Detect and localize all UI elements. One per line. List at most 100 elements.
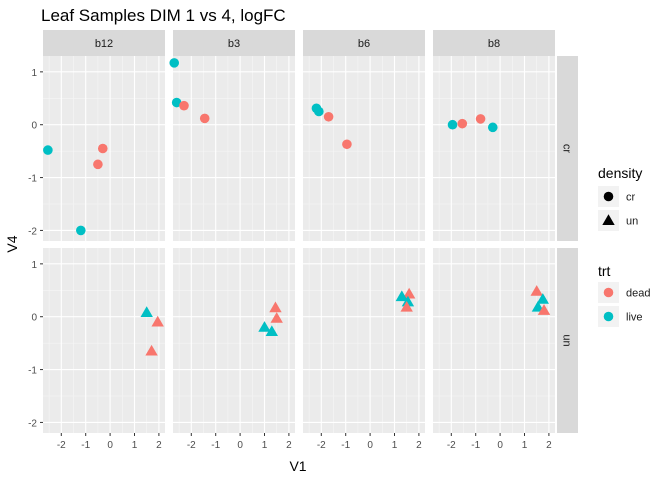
x-tick-label: 1 xyxy=(132,440,138,451)
x-tick-label: -2 xyxy=(447,440,456,451)
x-tick-label: 1 xyxy=(262,440,268,451)
point-live-cr xyxy=(76,225,86,236)
legend-key-circle xyxy=(603,191,614,202)
x-tick-label: -1 xyxy=(81,440,90,451)
panel-b3-un xyxy=(173,248,295,433)
x-tick-label: 2 xyxy=(156,440,162,451)
panel-b6-cr xyxy=(303,56,425,241)
legend-trt-label: dead xyxy=(626,288,650,300)
x-tick-label: -2 xyxy=(187,440,196,451)
legend-density-label: cr xyxy=(626,192,636,204)
point-live-un xyxy=(401,295,415,307)
legend-key-color xyxy=(603,311,614,322)
facet-strip-b8: b8 xyxy=(433,30,555,56)
point-live-un xyxy=(140,306,153,317)
point-dead-un xyxy=(151,315,164,327)
facet-strip-background xyxy=(433,30,555,56)
panel-background xyxy=(173,248,295,433)
point-dead-cr xyxy=(93,159,103,170)
x-tick-label: 1 xyxy=(392,440,398,451)
facet-strip-background xyxy=(557,56,578,241)
legend-trt-label: live xyxy=(626,312,643,324)
x-tick-label: -2 xyxy=(57,440,66,451)
point-live-cr xyxy=(447,119,458,130)
point-dead-cr xyxy=(342,139,352,150)
y-tick-label: 1 xyxy=(31,260,37,271)
x-tick-label: 2 xyxy=(286,440,292,451)
x-tick-label: -1 xyxy=(341,440,350,451)
point-live-cr xyxy=(43,145,53,155)
x-tick-label: 0 xyxy=(107,440,113,451)
legend-density-title: density xyxy=(598,165,642,181)
y-tick-label: -1 xyxy=(28,174,37,185)
facet-strip-background xyxy=(173,30,295,56)
panel-background xyxy=(433,248,555,433)
facet-strip-label: b3 xyxy=(228,38,240,50)
facet-strip-b12: b12 xyxy=(43,30,165,56)
points-layer xyxy=(43,58,551,356)
legend-density-label: un xyxy=(626,216,638,228)
x-tick-label: 2 xyxy=(546,440,552,451)
point-live-cr xyxy=(171,97,182,108)
y-tick-label: 0 xyxy=(31,313,37,324)
facet-strip-background xyxy=(557,248,578,433)
point-dead-un xyxy=(145,344,158,356)
point-live-cr xyxy=(314,106,324,117)
point-live-un xyxy=(258,321,271,332)
point-dead-un xyxy=(270,312,283,323)
point-dead-cr xyxy=(97,143,108,154)
facet-strip-background xyxy=(43,30,165,56)
point-live-cr xyxy=(169,58,180,68)
x-tick-label: -1 xyxy=(471,440,480,451)
y-tick-label: -1 xyxy=(28,366,37,377)
facet-strip-label: un xyxy=(561,334,573,346)
point-dead-cr xyxy=(323,111,334,122)
panel-background xyxy=(43,248,165,433)
point-live-cr xyxy=(487,122,498,133)
legend-trt-title: trt xyxy=(598,263,611,279)
facet-strip-cr: cr xyxy=(557,56,578,241)
point-dead-un xyxy=(537,304,551,315)
x-tick-label: -1 xyxy=(211,440,220,451)
facet-strip-background xyxy=(303,30,425,56)
point-live-un xyxy=(265,325,279,336)
y-tick-label: -2 xyxy=(28,226,37,237)
facet-strip-b3: b3 xyxy=(173,30,295,56)
x-tick-label: 0 xyxy=(497,440,503,451)
point-dead-un xyxy=(400,301,413,312)
y-axis-label: V4 xyxy=(4,235,20,252)
panel-b3-cr xyxy=(173,56,295,241)
point-dead-cr xyxy=(199,113,210,124)
panel-b8-cr xyxy=(433,56,555,241)
panel-b12-cr xyxy=(43,56,165,241)
y-tick-label: 1 xyxy=(31,68,37,79)
point-dead-cr xyxy=(475,114,486,124)
chart-title: Leaf Samples DIM 1 vs 4, logFC xyxy=(41,6,286,25)
point-dead-un xyxy=(530,285,543,296)
x-tick-label: 0 xyxy=(367,440,373,451)
panels-layer: b12 b3 b6 b8 cr un -2 -1 0 1 -2 -1 0 1 -2 -1 0 1 2 -2 -1 0 1 2 -… xyxy=(28,30,578,451)
point-dead-un xyxy=(269,301,282,313)
panel-background xyxy=(433,56,555,241)
facet-strip-label: b12 xyxy=(95,38,113,50)
panel-background xyxy=(173,56,295,241)
panel-b6-un xyxy=(303,248,425,433)
point-dead-cr xyxy=(457,118,468,129)
facet-strip-label: b6 xyxy=(358,38,370,50)
legend-key-color xyxy=(603,287,614,298)
y-tick-label: -2 xyxy=(28,418,37,429)
legend: density cr un trt dead live xyxy=(598,165,650,327)
facet-strip-b6: b6 xyxy=(303,30,425,56)
point-live-un xyxy=(536,293,549,304)
legend-key-triangle xyxy=(602,214,615,225)
panel-b8-un xyxy=(433,248,555,433)
point-dead-cr xyxy=(179,100,189,111)
facet-strip-label: b8 xyxy=(488,38,500,50)
panel-b12-un xyxy=(43,248,165,433)
point-live-un xyxy=(395,290,409,302)
x-tick-label: 1 xyxy=(522,440,528,451)
x-tick-label: 2 xyxy=(416,440,422,451)
x-axis-label: V1 xyxy=(289,458,306,474)
